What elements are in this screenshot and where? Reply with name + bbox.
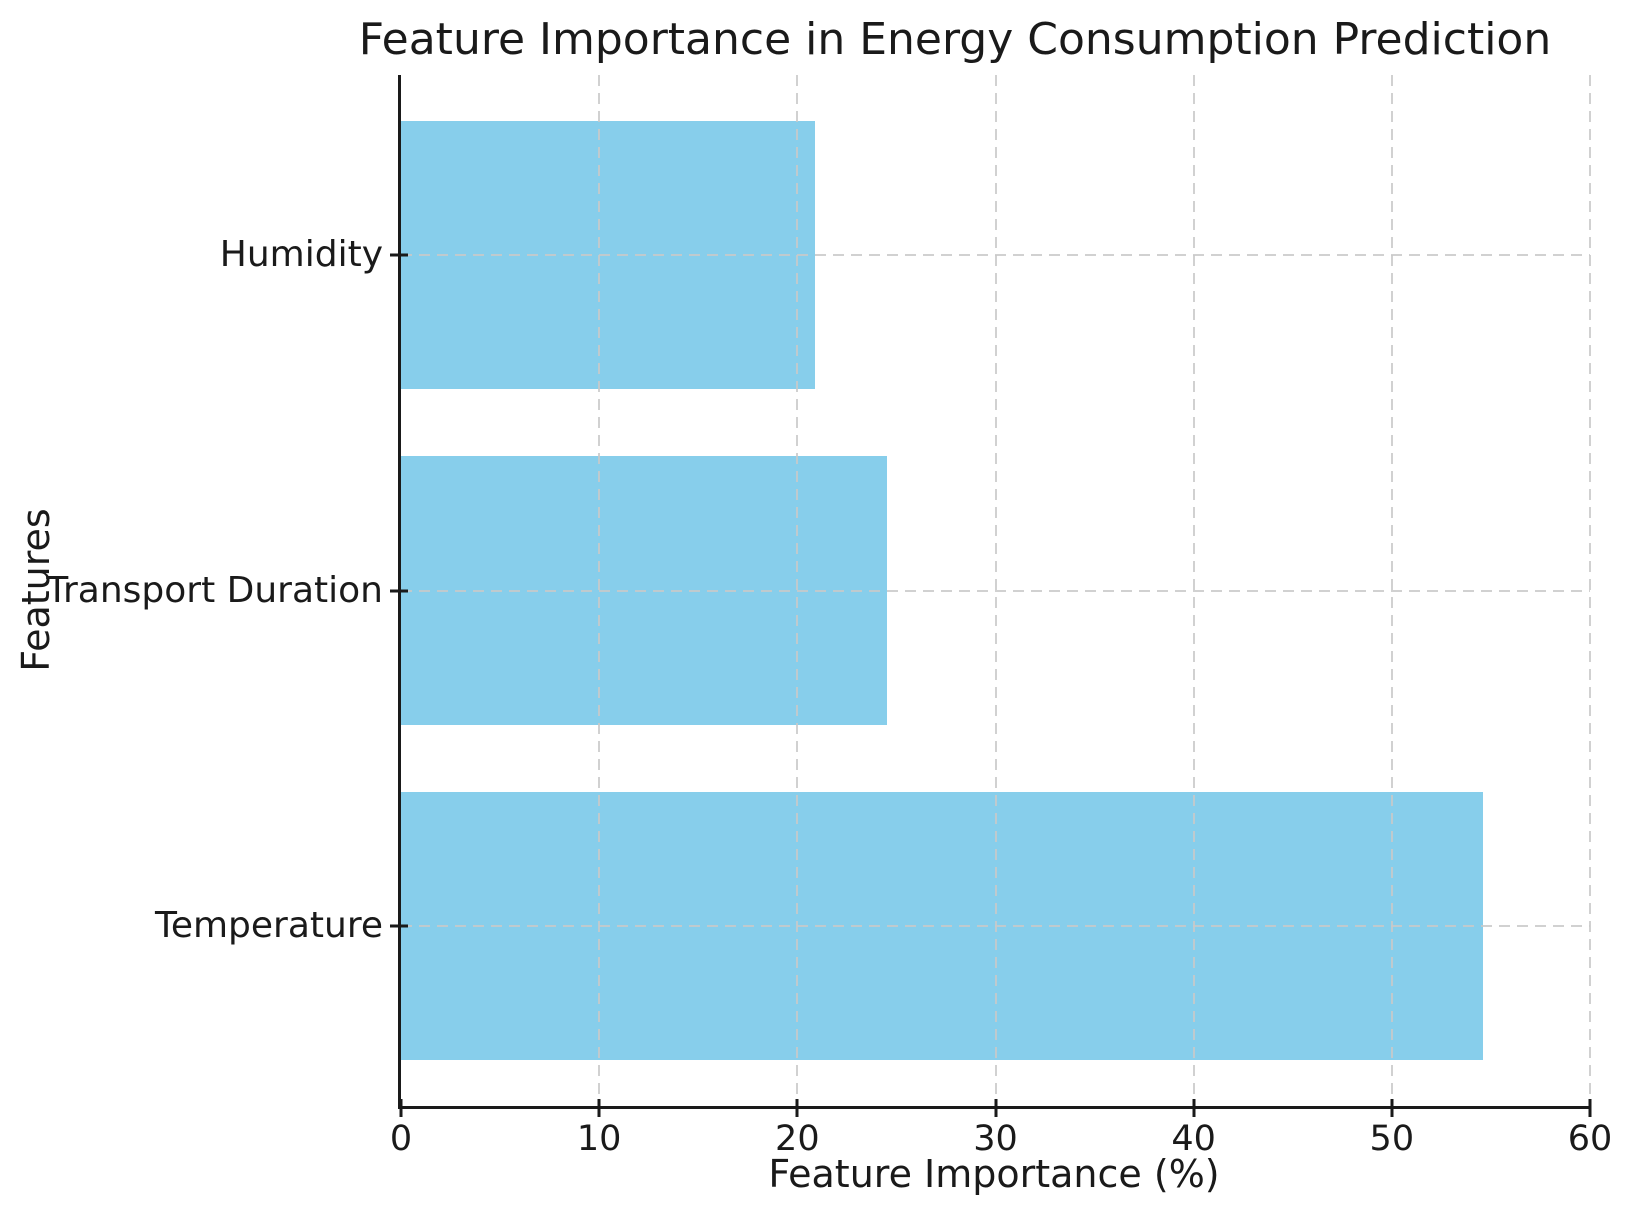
x-gridline (994, 75, 997, 1106)
x-tick-label-60: 60 (1567, 1119, 1613, 1159)
y-tick-mark (390, 589, 408, 592)
y-tick-mark (390, 253, 408, 257)
x-gridline (598, 75, 601, 1106)
chart-title: Feature Importance in Energy Consumption… (358, 14, 1552, 65)
x-tick-mark (1192, 1099, 1196, 1117)
x-gridline (1390, 75, 1393, 1106)
x-tick-label-10: 10 (576, 1119, 622, 1159)
x-gridline (1589, 75, 1591, 1106)
plot-area: Humidity Transport Duration Temperature 0 10… (46, 75, 1612, 1157)
x-tick-label-40: 40 (1171, 1119, 1216, 1159)
x-tick-mark (795, 1099, 799, 1117)
x-tick-label-20: 20 (775, 1119, 820, 1159)
x-tick-mark (994, 1099, 997, 1117)
x-tick-mark (1588, 1099, 1592, 1117)
y-tick-mark (390, 924, 408, 928)
x-tick-label-0: 0 (389, 1119, 413, 1159)
y-tick-label-humidity: Humidity (219, 233, 383, 275)
y-tick-label-transport-duration: Transport Duration (46, 569, 383, 611)
y-tick-label-temperature: Temperature (154, 905, 383, 947)
x-tick-label-30: 30 (973, 1119, 1018, 1159)
x-gridline (796, 75, 799, 1106)
x-tick-mark (1390, 1099, 1394, 1117)
x-axis-label: Feature Importance (%) (768, 1152, 1220, 1196)
x-tick-mark (399, 1099, 403, 1117)
x-gridline (1192, 75, 1195, 1106)
x-tick-mark (597, 1099, 601, 1117)
x-tick-label-50: 50 (1369, 1119, 1415, 1159)
